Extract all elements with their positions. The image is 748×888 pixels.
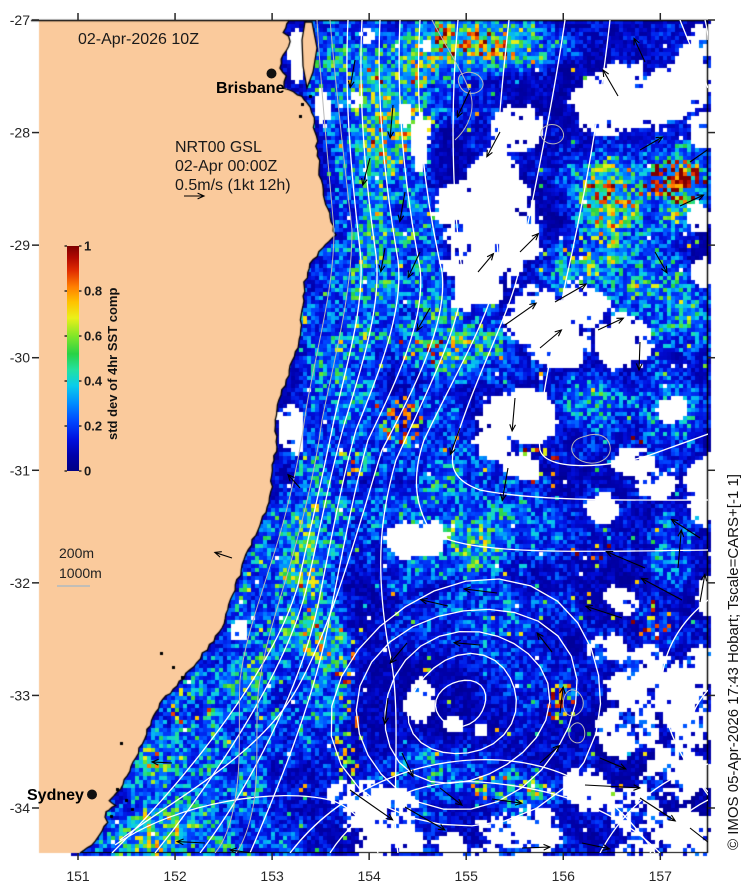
svg-text:0.6: 0.6 xyxy=(84,329,102,344)
svg-text:0.2: 0.2 xyxy=(84,419,102,434)
svg-text:-28: -28 xyxy=(10,125,30,141)
svg-text:Sydney: Sydney xyxy=(27,787,84,804)
svg-text:157: 157 xyxy=(649,868,673,884)
svg-text:151: 151 xyxy=(66,868,90,884)
svg-text:152: 152 xyxy=(163,868,187,884)
svg-text:-29: -29 xyxy=(10,237,30,253)
svg-text:155: 155 xyxy=(455,868,479,884)
svg-text:153: 153 xyxy=(260,868,284,884)
svg-text:02-Apr-2026 10Z: 02-Apr-2026 10Z xyxy=(78,31,199,48)
svg-text:NRT00 GSL: NRT00 GSL xyxy=(175,139,262,156)
svg-text:0.5m/s (1kt 12h): 0.5m/s (1kt 12h) xyxy=(175,177,291,194)
svg-text:0: 0 xyxy=(84,464,91,479)
svg-text:0.8: 0.8 xyxy=(84,284,102,299)
svg-text:-34: -34 xyxy=(10,800,30,816)
svg-text:-27: -27 xyxy=(10,12,30,28)
svg-text:1000m: 1000m xyxy=(59,565,102,581)
svg-text:std dev of 4hr SST comp: std dev of 4hr SST comp xyxy=(105,288,120,440)
svg-text:© IMOS 05-Apr-2026 17:43 Hobar: © IMOS 05-Apr-2026 17:43 Hobart; Tscale=… xyxy=(725,474,742,850)
svg-text:156: 156 xyxy=(552,868,576,884)
svg-text:-30: -30 xyxy=(10,350,30,366)
svg-text:-31: -31 xyxy=(10,462,30,478)
svg-text:154: 154 xyxy=(357,868,381,884)
svg-text:200m: 200m xyxy=(59,545,94,561)
svg-text:02-Apr 00:00Z: 02-Apr 00:00Z xyxy=(175,158,278,175)
svg-text:Brisbane: Brisbane xyxy=(216,80,285,97)
svg-text:1: 1 xyxy=(84,239,91,254)
svg-text:-33: -33 xyxy=(10,687,30,703)
svg-text:-32: -32 xyxy=(10,575,30,591)
svg-text:0.4: 0.4 xyxy=(84,374,103,389)
